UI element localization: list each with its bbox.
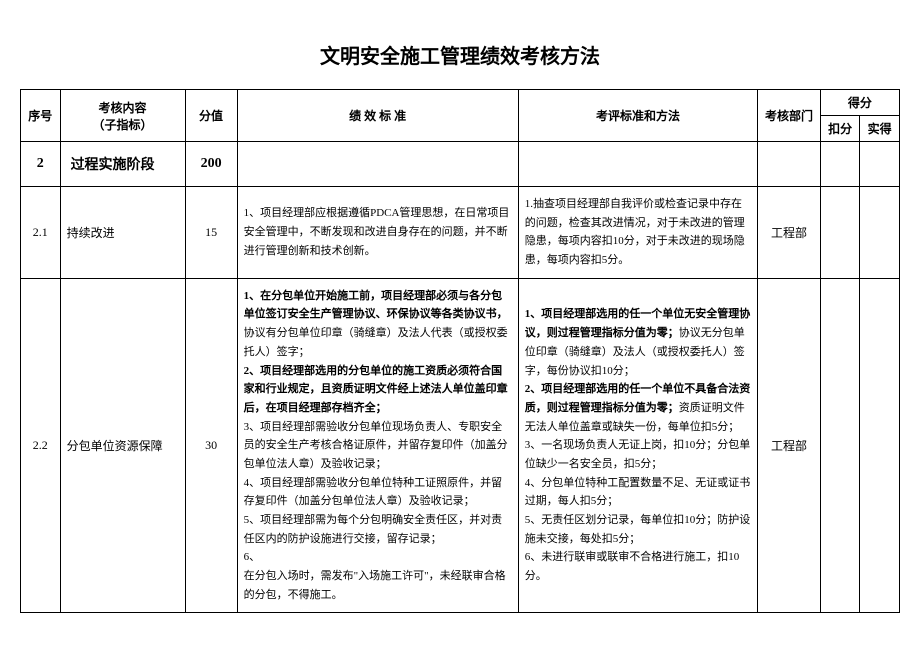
row-actual xyxy=(860,278,900,613)
header-score-group: 得分 xyxy=(820,90,899,116)
row-actual xyxy=(860,187,900,279)
row-deduct xyxy=(820,187,860,279)
row-method: 1、项目经理部选用的任一个单位无安全管理协议，则过程管理指标分值为零；协议无分包… xyxy=(518,278,758,613)
section-seq: 2 xyxy=(21,142,61,187)
section-standard xyxy=(237,142,518,187)
row-method: 1.抽查项目经理部自我评价或检查记录中存在的问题，检查其改进情况，对于未改进的管… xyxy=(518,187,758,279)
header-seq: 序号 xyxy=(21,90,61,142)
section-score: 200 xyxy=(185,142,237,187)
section-name: 过程实施阶段 xyxy=(60,142,185,187)
table-row: 2.1 持续改进 15 1、项目经理部应根据遵循PDCA管理思想，在日常项目安全… xyxy=(21,187,900,279)
header-actual: 实得 xyxy=(860,116,900,142)
header-score: 分值 xyxy=(185,90,237,142)
section-actual xyxy=(860,142,900,187)
header-content: 考核内容 （子指标） xyxy=(60,90,185,142)
header-dept: 考核部门 xyxy=(758,90,820,142)
row-deduct xyxy=(820,278,860,613)
page-title: 文明安全施工管理绩效考核方法 xyxy=(20,40,900,69)
row-seq: 2.2 xyxy=(21,278,61,613)
row-standard: 1、在分包单位开始施工前，项目经理部必须与各分包单位签订安全生产管理协议、环保协… xyxy=(237,278,518,613)
section-deduct xyxy=(820,142,860,187)
row-content: 持续改进 xyxy=(60,187,185,279)
row-content: 分包单位资源保障 xyxy=(60,278,185,613)
section-method xyxy=(518,142,758,187)
table-row: 2.2 分包单位资源保障 30 1、在分包单位开始施工前，项目经理部必须与各分包… xyxy=(21,278,900,613)
section-row: 2 过程实施阶段 200 xyxy=(21,142,900,187)
header-deduct: 扣分 xyxy=(820,116,860,142)
header-standard: 绩 效 标 准 xyxy=(237,90,518,142)
assessment-table: 序号 考核内容 （子指标） 分值 绩 效 标 准 考评标准和方法 考核部门 得分… xyxy=(20,89,900,613)
row-seq: 2.1 xyxy=(21,187,61,279)
row-standard: 1、项目经理部应根据遵循PDCA管理思想，在日常项目安全管理中，不断发现和改进自… xyxy=(237,187,518,279)
row-score: 30 xyxy=(185,278,237,613)
section-dept xyxy=(758,142,820,187)
row-dept: 工程部 xyxy=(758,187,820,279)
row-score: 15 xyxy=(185,187,237,279)
header-method: 考评标准和方法 xyxy=(518,90,758,142)
row-dept: 工程部 xyxy=(758,278,820,613)
